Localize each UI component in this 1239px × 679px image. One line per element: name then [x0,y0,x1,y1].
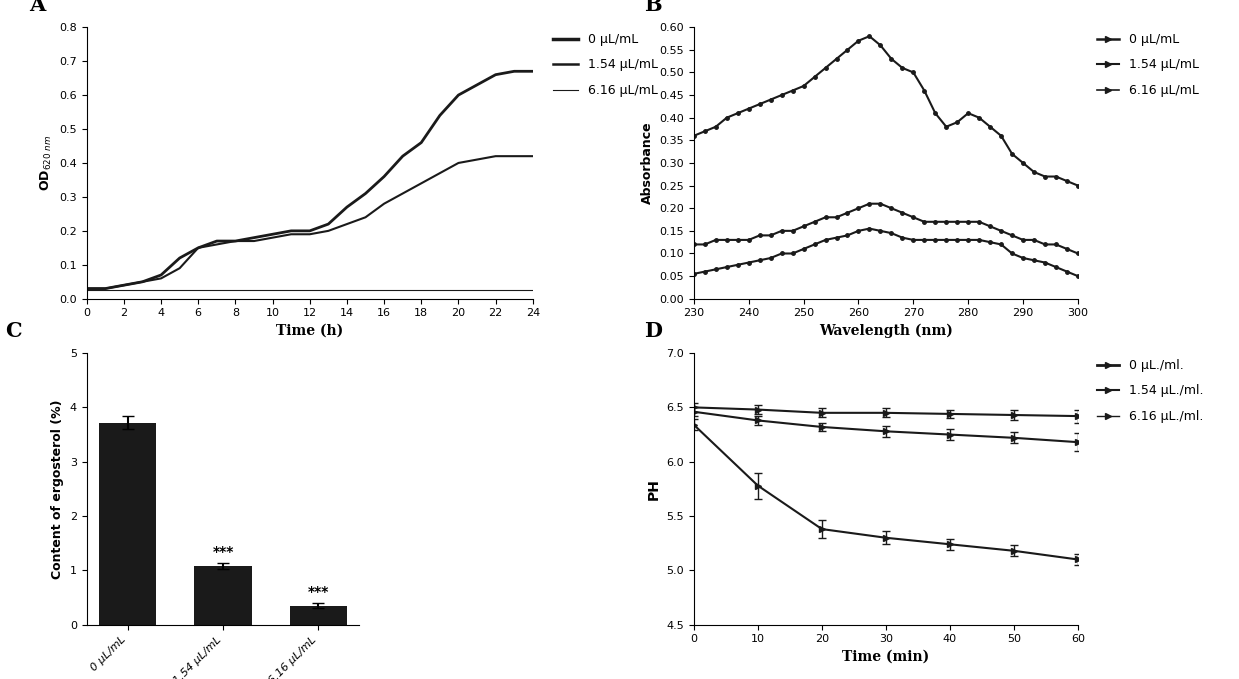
Text: A: A [28,0,45,15]
Text: C: C [5,320,21,341]
Bar [290,606,347,625]
Y-axis label: OD$_{620\ nm}$: OD$_{620\ nm}$ [38,135,53,191]
Text: ***: *** [212,545,234,559]
Text: ***: *** [307,585,330,599]
X-axis label: Wavelength (nm): Wavelength (nm) [819,324,953,338]
X-axis label: Time (min): Time (min) [843,650,929,664]
Legend: 0 μL./ml., 1.54 μL./ml., 6.16 μL./ml.: 0 μL./ml., 1.54 μL./ml., 6.16 μL./ml. [1092,354,1209,428]
Bar [99,422,156,625]
Legend: 0 μL/mL, 1.54 μL/mL, 6.16 μL/mL: 0 μL/mL, 1.54 μL/mL, 6.16 μL/mL [1092,28,1204,102]
Y-axis label: PH: PH [647,478,660,500]
Legend: 0 μL/mL, 1.54 μL/mL, 6.16 μL/mL: 0 μL/mL, 1.54 μL/mL, 6.16 μL/mL [548,28,663,102]
Y-axis label: Content of ergosterol (%): Content of ergosterol (%) [51,399,64,579]
Text: D: D [644,320,662,341]
Bar [195,566,252,625]
X-axis label: Time (h): Time (h) [276,324,343,338]
Text: B: B [644,0,662,15]
Y-axis label: Absorbance: Absorbance [641,122,654,204]
